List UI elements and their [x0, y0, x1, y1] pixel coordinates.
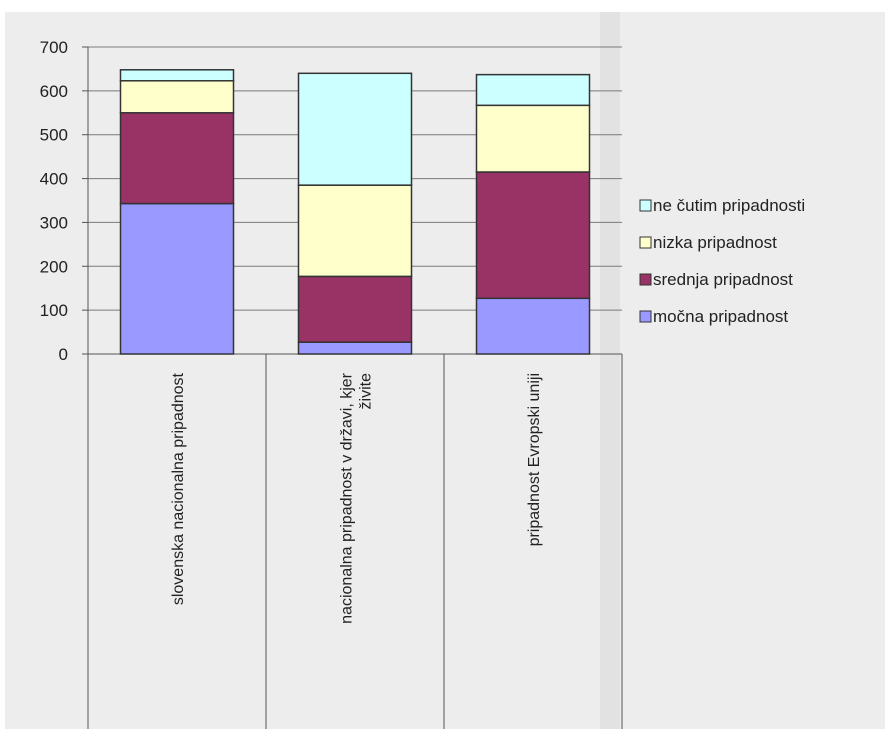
- y-tick-label: 100: [40, 301, 68, 320]
- plot-area-shadow: [600, 12, 620, 729]
- x-category-labels: slovenska nacionalna pripadnost nacionaln…: [170, 372, 543, 623]
- legend-label: nizka pripadnost: [653, 233, 777, 252]
- legend-label: ne čutim pripadnosti: [653, 196, 805, 215]
- y-tick-label: 600: [40, 82, 68, 101]
- bar-segment: [297, 72, 413, 186]
- x-category-label: pripadnost Evropski uniji: [526, 373, 543, 546]
- x-category-label-line: živite: [358, 373, 375, 410]
- bar-segment: [297, 275, 413, 343]
- legend-item: močna pripadnost: [639, 307, 788, 326]
- bar-segment: [475, 73, 591, 107]
- legend-swatch: [639, 310, 652, 323]
- legend-item: nizka pripadnost: [639, 233, 777, 252]
- legend-item: ne čutim pripadnosti: [639, 196, 805, 215]
- x-category-label-line: nacionalna pripadnost v državi, kjer: [339, 372, 356, 623]
- legend-swatch: [639, 236, 652, 249]
- y-tick-label: 400: [40, 170, 68, 189]
- legend-label: srednja pripadnost: [653, 270, 793, 289]
- x-category-label: nacionalna pripadnost v državi, kjer živi…: [339, 372, 375, 623]
- bar-segment: [475, 104, 591, 173]
- bar-segment: [475, 297, 591, 355]
- y-tick-label: 0: [59, 345, 68, 364]
- legend-item: srednja pripadnost: [639, 270, 793, 289]
- bar-segment: [297, 341, 413, 355]
- bars: [119, 69, 591, 355]
- bar-segment: [119, 80, 235, 114]
- y-tick-label: 200: [40, 257, 68, 276]
- y-tick-label: 300: [40, 213, 68, 232]
- x-category-label-line: slovenska nacionalna pripadnost: [170, 372, 187, 605]
- bar-segment: [475, 171, 591, 300]
- bar-segment: [119, 69, 235, 82]
- y-tick-label: 500: [40, 126, 68, 145]
- legend: ne čutim pripadnosti nizka pripadnost sred…: [639, 196, 805, 326]
- x-category-label-line: pripadnost Evropski uniji: [526, 373, 543, 546]
- bar-segment: [297, 184, 413, 278]
- legend-swatch: [639, 273, 652, 286]
- bar-segment: [119, 112, 235, 205]
- legend-swatch: [639, 199, 652, 212]
- y-tick-label: 700: [40, 38, 68, 57]
- legend-label: močna pripadnost: [653, 307, 788, 326]
- bar-segment: [119, 202, 235, 355]
- y-tick-labels: 0 100 200 300 400 500 600 700: [40, 38, 68, 364]
- x-category-label: slovenska nacionalna pripadnost: [170, 372, 187, 605]
